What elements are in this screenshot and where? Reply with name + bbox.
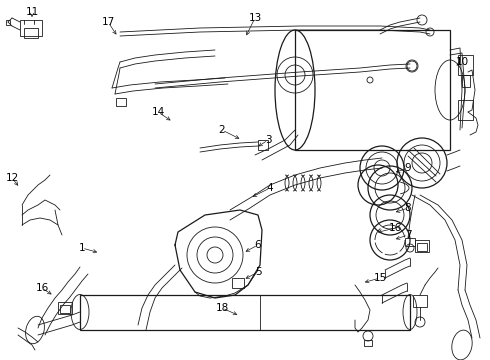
Text: 18: 18 (216, 303, 229, 313)
Text: 10: 10 (455, 57, 468, 67)
Text: 4: 4 (267, 183, 273, 193)
Bar (413, 295, 427, 307)
Text: 3: 3 (265, 135, 271, 145)
Bar (295, 30, 450, 150)
Bar (232, 278, 244, 288)
Text: 16: 16 (389, 223, 402, 233)
Bar (417, 243, 427, 251)
Text: 16: 16 (35, 283, 49, 293)
Text: 15: 15 (373, 273, 387, 283)
Text: 9: 9 (405, 163, 411, 173)
Bar (258, 140, 268, 150)
Text: 14: 14 (151, 107, 165, 117)
Text: 2: 2 (219, 125, 225, 135)
Bar (462, 75, 470, 87)
Bar (458, 100, 473, 120)
Text: 6: 6 (255, 240, 261, 250)
Text: 8: 8 (405, 203, 411, 213)
Bar (20, 20, 42, 36)
Text: 17: 17 (101, 17, 115, 27)
Bar (58, 302, 72, 314)
Bar (116, 98, 126, 106)
Text: 5: 5 (255, 267, 261, 277)
Bar (24, 28, 38, 38)
Text: 11: 11 (25, 7, 39, 17)
Text: 13: 13 (248, 13, 262, 23)
Bar (60, 305, 70, 313)
Text: 1: 1 (79, 243, 85, 253)
Text: 12: 12 (5, 173, 19, 183)
Bar (364, 340, 372, 346)
Bar (458, 55, 473, 75)
Bar (415, 240, 429, 252)
Bar (80, 295, 410, 330)
Bar (405, 238, 415, 246)
Text: 7: 7 (405, 230, 411, 240)
Bar (6, 20, 10, 25)
